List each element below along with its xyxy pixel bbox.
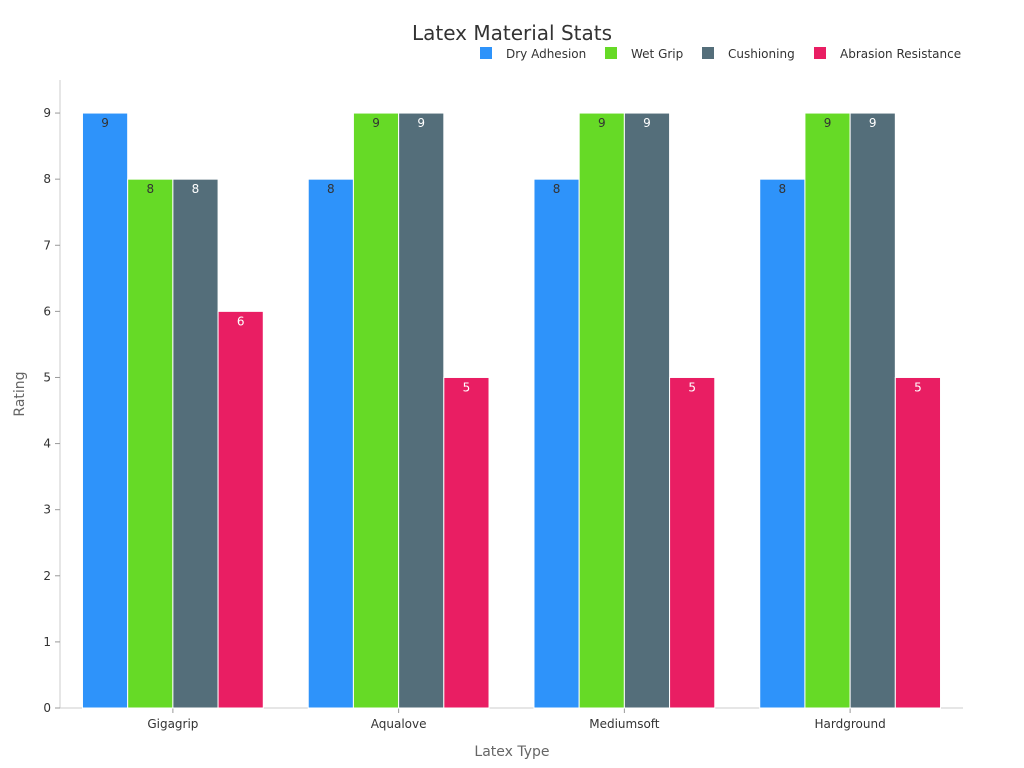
legend-swatch [702,47,714,59]
y-tick-label: 0 [43,701,51,715]
bar-value-label: 8 [327,182,335,196]
bar-value-label: 8 [146,182,154,196]
bar-value-label: 9 [643,116,651,130]
legend-swatch [480,47,492,59]
bar [849,112,896,709]
bar-value-label: 6 [237,314,245,328]
legend-swatch [814,47,826,59]
legend: Dry Adhesion Wet Grip Cushioning Abrasion R… [480,47,961,61]
y-tick-label: 6 [43,304,51,318]
chart-title: Latex Material Stats [412,21,612,45]
y-tick-label: 7 [43,238,51,252]
bar [623,112,671,709]
bar-value-label: 8 [779,182,787,196]
bar [172,178,219,709]
y-tick-label: 2 [43,569,51,583]
bar [217,310,264,709]
bar-value-label: 9 [869,116,877,130]
bar-value-label: 9 [372,116,380,130]
legend-swatch [605,47,617,59]
bar [81,112,129,709]
bar-value-label: 9 [598,116,606,130]
y-axis-title: Rating [12,371,28,416]
y-tick-label: 5 [43,370,51,384]
bar-value-label: 8 [192,182,200,196]
y-tick-label: 3 [43,503,51,517]
bar [578,112,625,709]
x-axis-title: Latex Type [474,744,549,760]
y-tick-label: 1 [43,635,51,649]
bar-value-label: 5 [914,380,922,394]
bar-value-label: 9 [417,116,425,130]
y-tick-label: 4 [43,437,51,451]
x-tick-label: Hardground [815,717,886,731]
bar-value-label: 9 [824,116,832,130]
bars [81,112,942,709]
y-tick-label: 9 [43,106,51,120]
legend-label: Cushioning [728,47,795,61]
bar [669,376,716,709]
bar-labels: 9 8 8 8 8 9 9 9 8 9 9 9 6 5 5 5 [101,116,921,394]
bar [352,112,400,709]
x-tick-label: Aqualove [371,717,427,731]
bar [894,376,942,709]
bar [127,178,174,709]
axes: 0 1 2 3 4 5 6 7 8 9 Gigagrip Aqualove Mediumsoft Hard… [43,80,963,731]
x-tick-label: Gigagrip [147,717,198,731]
legend-label: Dry Adhesion [506,47,586,61]
legend-label: Abrasion Resistance [840,47,961,61]
bar-value-label: 8 [553,182,561,196]
bar [307,178,354,709]
bar [533,178,580,709]
bar [759,178,806,709]
x-tick-label: Mediumsoft [589,717,660,731]
bar-value-label: 5 [688,380,696,394]
bar [443,376,490,709]
bar [398,112,445,709]
legend-label: Wet Grip [631,47,683,61]
bar-value-label: 9 [101,116,109,130]
bar [804,112,851,709]
y-tick-label: 8 [43,172,51,186]
bar-value-label: 5 [463,380,471,394]
